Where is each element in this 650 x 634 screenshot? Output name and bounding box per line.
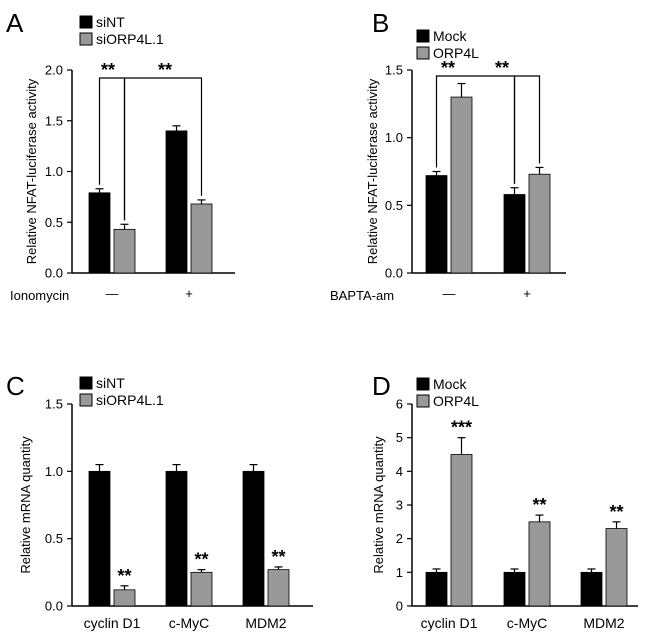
- significance-marker: **: [609, 502, 623, 522]
- significance-marker: ***: [451, 418, 472, 438]
- significance-marker: **: [271, 547, 285, 567]
- bar-1: [165, 130, 188, 274]
- y-tick-label: 0.5: [385, 198, 403, 213]
- significance-marker: **: [101, 60, 115, 80]
- y-tick-label: 1: [396, 565, 403, 580]
- significance-marker: **: [194, 550, 208, 570]
- category-label: cyclin D1: [84, 615, 141, 631]
- category-label: —: [443, 286, 456, 301]
- significance-marker: **: [117, 566, 131, 586]
- bar-2: [113, 228, 136, 274]
- bar-2: [450, 96, 473, 274]
- category-label: MDM2: [245, 615, 286, 631]
- y-axis-title: Relative NFAT-luciferase activity: [365, 78, 380, 264]
- bar-1: [88, 470, 111, 607]
- category-label: —: [106, 286, 119, 301]
- bar-2: [528, 521, 551, 607]
- y-tick-label: 1.0: [385, 130, 403, 145]
- legend-swatch-2: [79, 393, 93, 407]
- bar-1: [503, 194, 526, 274]
- y-tick-label: 1.5: [45, 397, 63, 412]
- y-tick-label: 2: [396, 531, 403, 546]
- y-axis-title: Relative mRNA quantity: [371, 436, 386, 574]
- y-tick-label: 0.0: [385, 266, 403, 281]
- y-tick-label: 5: [396, 430, 403, 445]
- y-tick-label: 0.5: [45, 215, 63, 230]
- significance-bracket: [435, 75, 516, 184]
- factor-label: BAPTA-am: [330, 288, 394, 303]
- legend-label: Mock: [433, 28, 467, 44]
- y-tick-label: 6: [396, 397, 403, 412]
- category-label: c-MyC: [169, 615, 209, 631]
- category-label: +: [185, 286, 193, 301]
- bar-1: [503, 571, 526, 607]
- y-tick-label: 1.0: [45, 464, 63, 479]
- legend-label: siNT: [96, 14, 125, 30]
- legend-label: ORP4L: [433, 393, 479, 409]
- significance-marker: **: [158, 60, 172, 80]
- bar-1: [165, 470, 188, 607]
- bar-1: [425, 571, 448, 607]
- legend-swatch-1: [79, 376, 93, 390]
- panel-letter: B: [372, 8, 389, 38]
- significance-marker: **: [495, 58, 509, 78]
- y-tick-label: 0.5: [45, 531, 63, 546]
- y-tick-label: 0.0: [45, 599, 63, 614]
- legend-swatch-1: [416, 377, 430, 391]
- panel-letter: A: [6, 8, 24, 38]
- legend-swatch-2: [416, 46, 430, 60]
- factor-label: Ionomycin: [10, 288, 69, 303]
- bar-2: [113, 589, 136, 607]
- category-label: MDM2: [583, 615, 624, 631]
- bar-2: [528, 173, 551, 274]
- significance-bracket: [513, 75, 541, 184]
- bar-1: [242, 470, 265, 607]
- legend-swatch-2: [79, 32, 93, 46]
- category-label: c-MyC: [507, 615, 547, 631]
- bar-2: [267, 569, 290, 607]
- legend-swatch-1: [416, 29, 430, 43]
- panel-letter: D: [372, 371, 391, 401]
- legend-label: siNT: [96, 375, 125, 391]
- y-tick-label: 2.0: [45, 63, 63, 78]
- y-axis-title: Relative NFAT-luciferase activity: [24, 78, 39, 264]
- bar-1: [580, 571, 603, 607]
- bar-2: [190, 203, 213, 274]
- bar-1: [425, 175, 448, 274]
- y-tick-label: 3: [396, 498, 403, 513]
- significance-marker: **: [441, 58, 455, 78]
- y-tick-label: 0.0: [45, 266, 63, 281]
- bar-2: [605, 528, 628, 607]
- category-label: cyclin D1: [421, 615, 478, 631]
- legend-label: ORP4L: [433, 45, 479, 61]
- legend-label: Mock: [433, 376, 467, 392]
- y-tick-label: 4: [396, 464, 403, 479]
- bar-2: [450, 454, 473, 607]
- bar-1: [88, 192, 111, 274]
- y-axis-title: Relative mRNA quantity: [18, 436, 33, 574]
- legend-label: siORP4L.1: [96, 392, 164, 408]
- legend-label: siORP4L.1: [96, 31, 164, 47]
- panel-letter: C: [6, 371, 25, 401]
- y-tick-label: 0: [396, 599, 403, 614]
- legend-swatch-1: [79, 15, 93, 29]
- y-tick-label: 1.5: [45, 113, 63, 128]
- category-label: +: [523, 286, 531, 301]
- y-tick-label: 1.0: [45, 164, 63, 179]
- significance-bracket: [123, 77, 203, 221]
- y-tick-label: 1.5: [385, 63, 403, 78]
- bar-2: [190, 571, 213, 607]
- legend-swatch-2: [416, 394, 430, 408]
- significance-marker: **: [532, 495, 546, 515]
